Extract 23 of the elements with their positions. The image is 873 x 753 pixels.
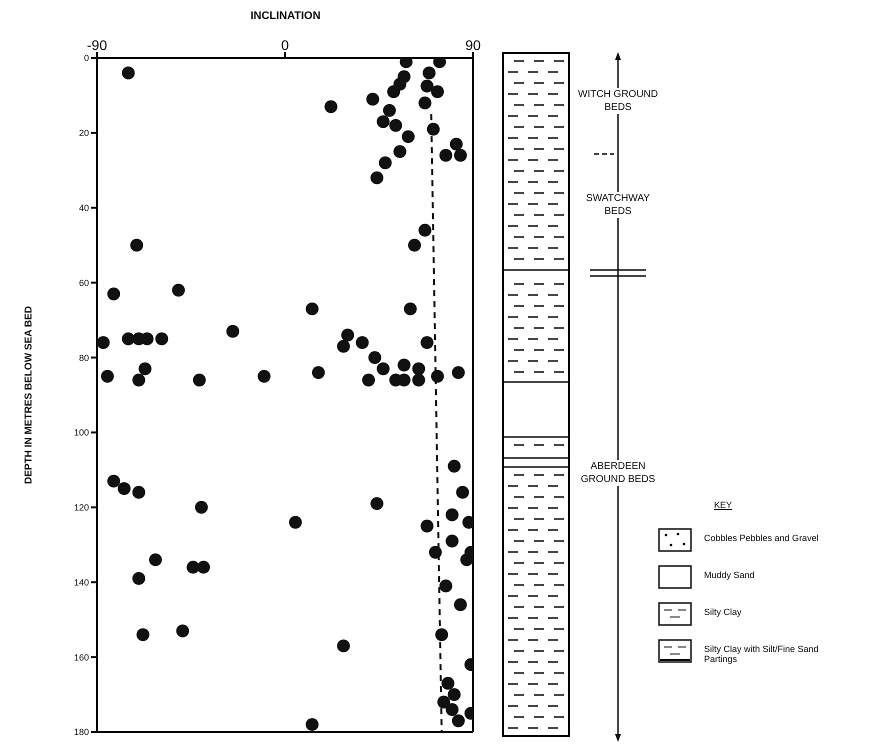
text: SWATCHWAY BEDS <box>573 192 663 218</box>
x-tick-label: 90 <box>465 37 481 53</box>
text: ABERDEEN GROUND BEDS <box>578 460 658 486</box>
y-tick-label: 100 <box>74 428 89 438</box>
y-tick-label: 20 <box>78 128 89 138</box>
y-tick-label: 180 <box>74 727 89 738</box>
y-tick-label: 120 <box>74 502 89 513</box>
y-tick-label: 160 <box>74 652 89 662</box>
text: Muddy Sand <box>704 569 756 580</box>
y-axis-title: DEPTH IN METRES BELOW SEA BED <box>24 306 35 484</box>
x-tick-label: -90 <box>86 37 108 53</box>
y-tick-label: 140 <box>74 577 89 588</box>
text: Cobbles Pebbles and Gravel <box>704 532 820 543</box>
text: KEY <box>714 500 732 510</box>
text: Silty Clay with Silt/Fine Sand Partings <box>704 643 820 664</box>
x-axis-title: INCLINATION <box>249 10 322 22</box>
y-tick-label: 0 <box>84 53 89 64</box>
y-tick-label: 40 <box>78 202 89 213</box>
text: Silty Clay <box>704 606 743 617</box>
y-tick-label: 80 <box>78 352 89 363</box>
y-tick-label: 60 <box>78 278 89 288</box>
x-tick-label: 0 <box>281 37 290 53</box>
text: WITCH GROUND BEDS <box>574 88 662 114</box>
